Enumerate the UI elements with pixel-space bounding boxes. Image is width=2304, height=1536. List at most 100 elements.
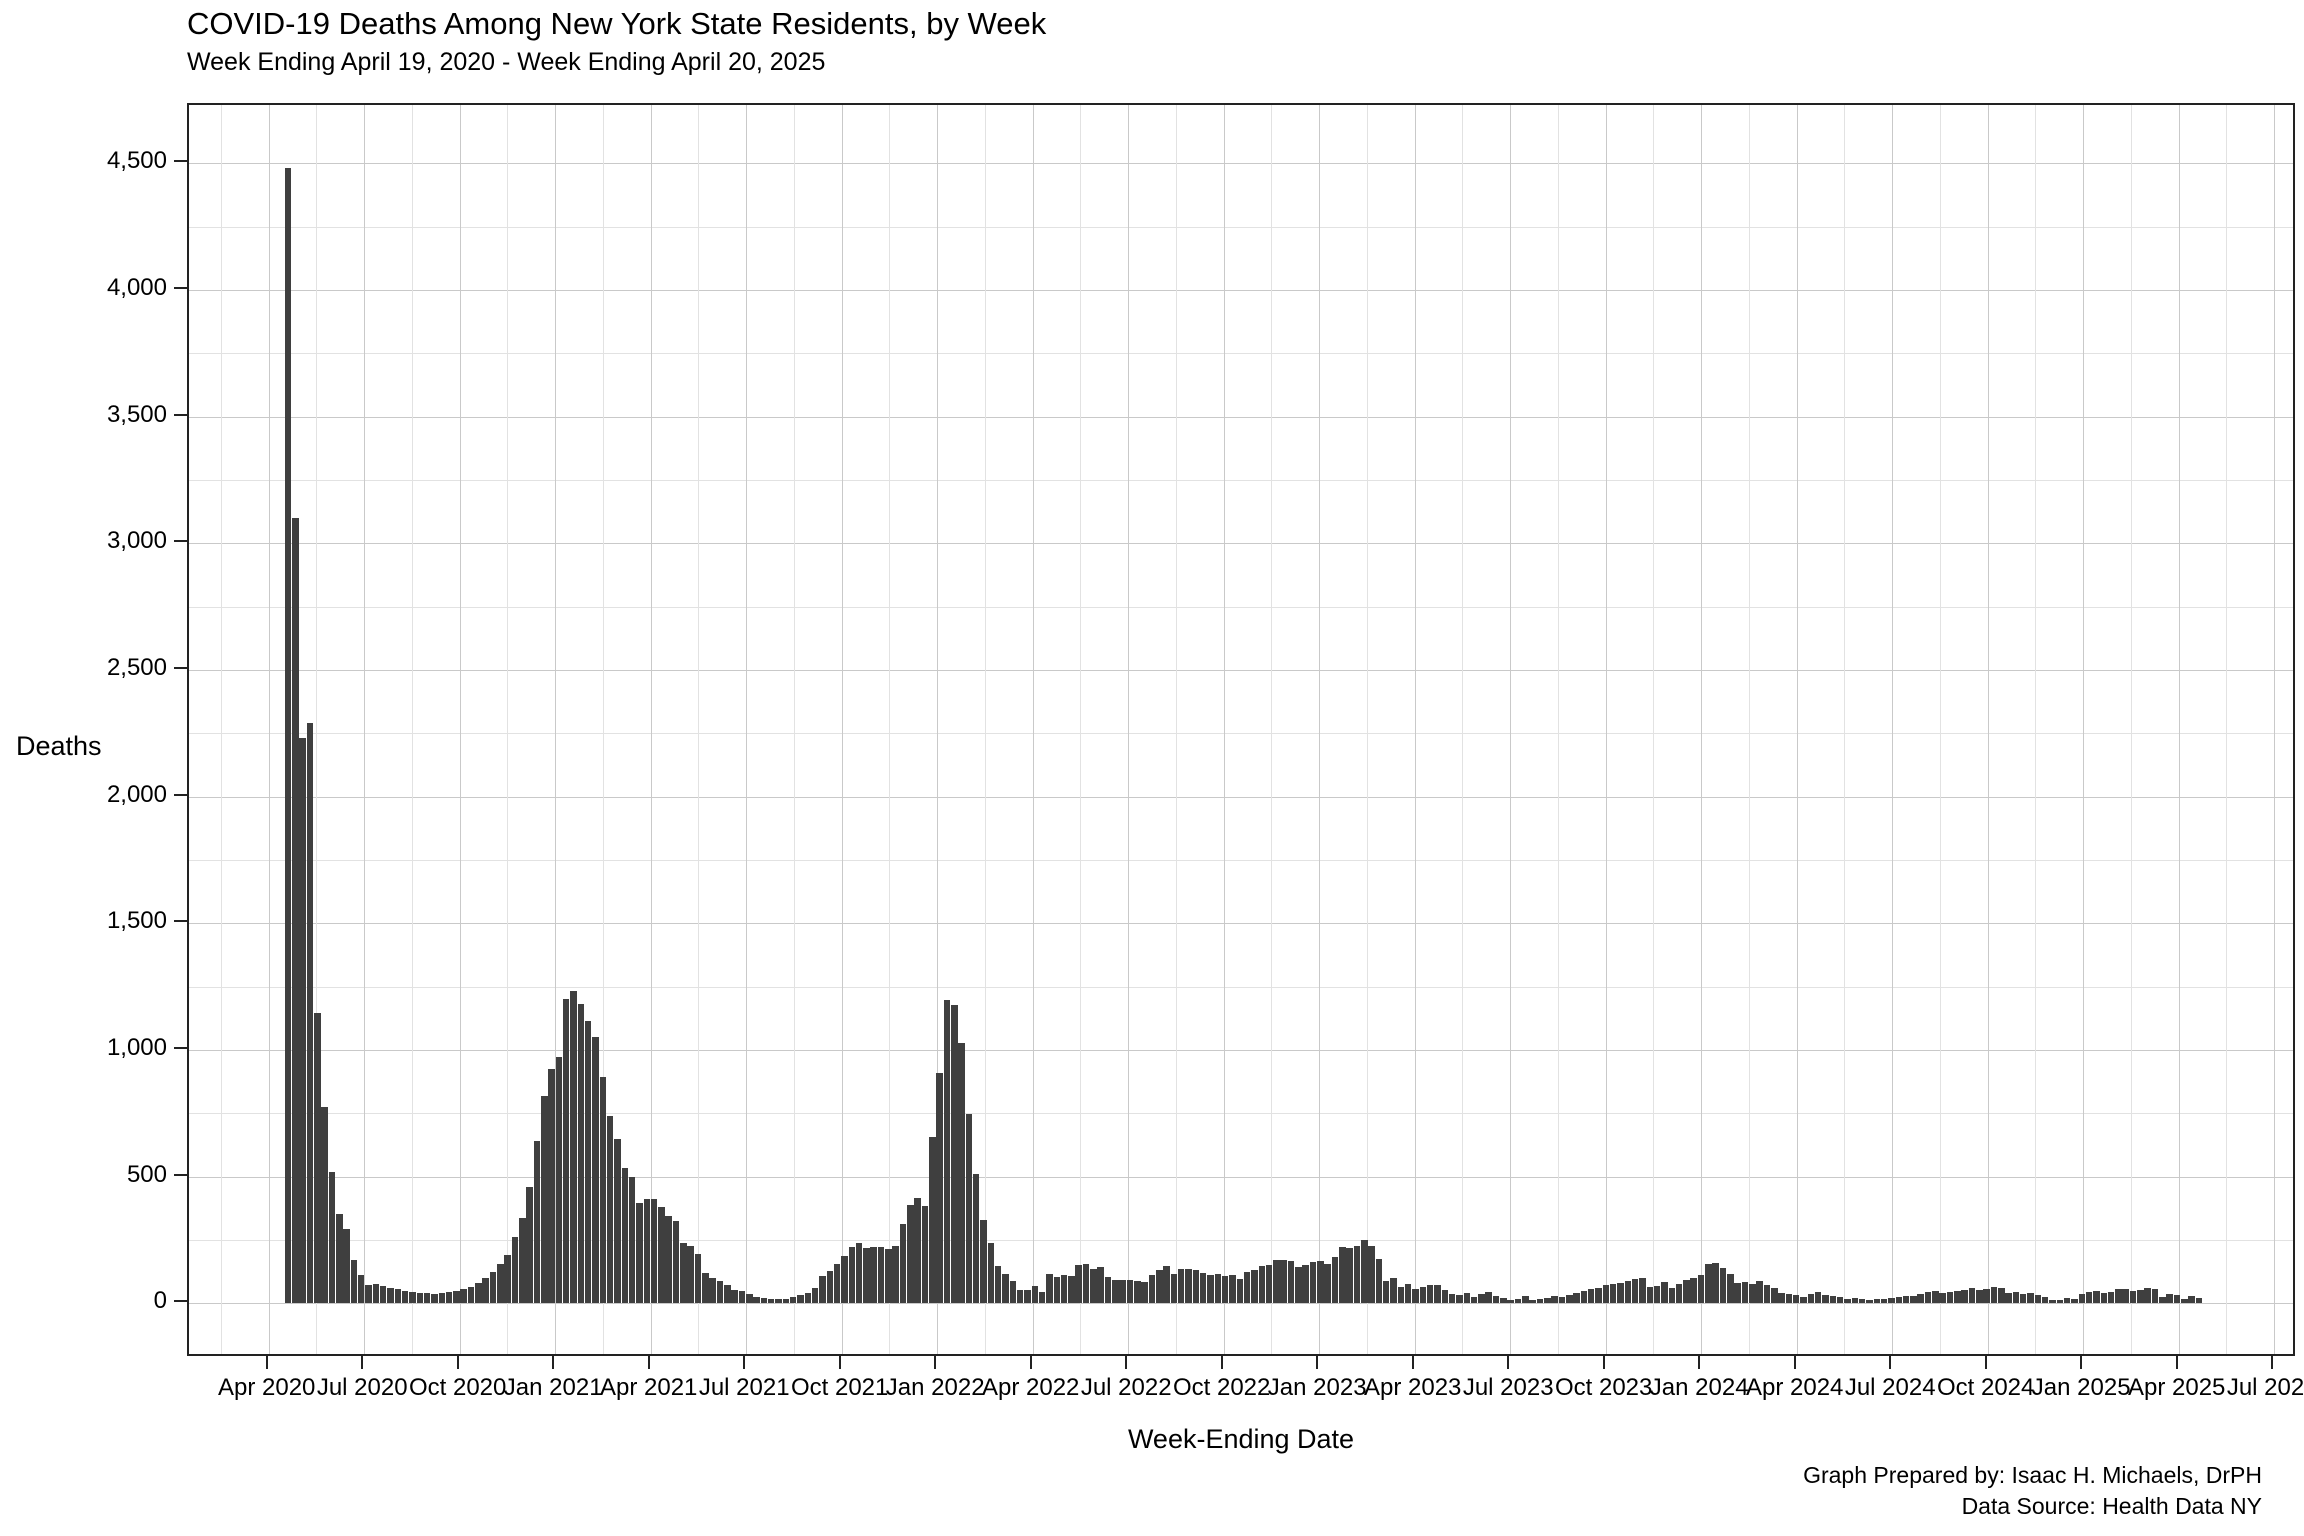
weekly-deaths-bar bbox=[2012, 1291, 2020, 1304]
x-tick-label: Apr 2022 bbox=[981, 1374, 1080, 1401]
weekly-deaths-bar bbox=[1199, 1272, 1207, 1304]
weekly-deaths-bar bbox=[2027, 1292, 2034, 1304]
x-minor-gridline bbox=[1462, 105, 1464, 1354]
weekly-deaths-bar bbox=[343, 1228, 350, 1304]
weekly-deaths-bar bbox=[1968, 1287, 1976, 1304]
weekly-deaths-bar bbox=[1756, 1281, 1763, 1304]
weekly-deaths-bar bbox=[1771, 1288, 1778, 1304]
plot-panel bbox=[187, 103, 2295, 1356]
chart-caption: Graph Prepared by: Isaac H. Michaels, Dr… bbox=[1803, 1460, 2262, 1522]
x-minor-gridline bbox=[2035, 105, 2037, 1354]
weekly-deaths-bar bbox=[643, 1198, 650, 1304]
x-minor-gridline bbox=[1080, 105, 1082, 1354]
weekly-deaths-bar bbox=[555, 1057, 563, 1304]
y-major-gridline bbox=[189, 1176, 2293, 1178]
weekly-deaths-bar bbox=[504, 1255, 511, 1304]
weekly-deaths-bar bbox=[870, 1247, 877, 1304]
x-tick-mark bbox=[2080, 1356, 2083, 1369]
weekly-deaths-bar bbox=[2034, 1295, 2042, 1304]
weekly-deaths-bar bbox=[2100, 1292, 2107, 1304]
weekly-deaths-bar bbox=[1976, 1290, 1983, 1304]
x-tick-label: Apr 2023 bbox=[1363, 1374, 1462, 1401]
weekly-deaths-bar bbox=[1639, 1277, 1646, 1304]
weekly-deaths-bar bbox=[1800, 1296, 1807, 1304]
weekly-deaths-bar bbox=[1507, 1300, 1514, 1304]
weekly-deaths-bar bbox=[863, 1248, 870, 1304]
weekly-deaths-bar bbox=[892, 1246, 899, 1304]
weekly-deaths-bar bbox=[1112, 1279, 1119, 1304]
x-tick-mark bbox=[1793, 1356, 1796, 1369]
weekly-deaths-bar bbox=[936, 1073, 943, 1304]
x-minor-gridline bbox=[2226, 105, 2228, 1354]
weekly-deaths-bar bbox=[606, 1116, 614, 1304]
x-major-gridline bbox=[1796, 105, 1798, 1354]
y-major-gridline bbox=[189, 290, 2293, 292]
weekly-deaths-bar bbox=[1075, 1264, 1082, 1304]
weekly-deaths-bar bbox=[1119, 1280, 1126, 1304]
weekly-deaths-bar bbox=[767, 1298, 775, 1304]
weekly-deaths-bar bbox=[716, 1281, 724, 1304]
y-minor-gridline bbox=[189, 353, 2293, 355]
weekly-deaths-bar bbox=[1902, 1296, 1910, 1304]
weekly-deaths-bar bbox=[1295, 1267, 1302, 1304]
weekly-deaths-bar bbox=[1243, 1271, 1251, 1304]
weekly-deaths-bar bbox=[746, 1294, 753, 1304]
weekly-deaths-bar bbox=[841, 1256, 848, 1304]
weekly-deaths-bar bbox=[1141, 1282, 1148, 1304]
weekly-deaths-bar bbox=[1580, 1290, 1588, 1304]
weekly-deaths-bar bbox=[621, 1167, 629, 1304]
weekly-deaths-bar bbox=[1712, 1262, 1719, 1304]
weekly-deaths-bar bbox=[1229, 1275, 1236, 1304]
x-tick-label: Oct 2023 bbox=[1554, 1374, 1653, 1401]
weekly-deaths-bar bbox=[1207, 1275, 1214, 1304]
x-minor-gridline bbox=[316, 105, 318, 1354]
weekly-deaths-bar bbox=[1814, 1292, 1822, 1304]
weekly-deaths-bar bbox=[1719, 1267, 1727, 1304]
weekly-deaths-bar bbox=[797, 1295, 804, 1304]
x-tick-mark bbox=[1411, 1356, 1414, 1369]
weekly-deaths-bar bbox=[584, 1020, 592, 1304]
x-tick-mark bbox=[1029, 1356, 1032, 1369]
weekly-deaths-bar bbox=[1836, 1296, 1844, 1304]
x-tick-mark bbox=[265, 1356, 268, 1369]
weekly-deaths-bar bbox=[1734, 1283, 1741, 1304]
weekly-deaths-bar bbox=[1749, 1283, 1756, 1304]
weekly-deaths-bar bbox=[445, 1291, 453, 1304]
weekly-deaths-bar bbox=[526, 1187, 533, 1304]
weekly-deaths-bar bbox=[1866, 1299, 1873, 1304]
weekly-deaths-bar bbox=[2129, 1291, 2137, 1304]
weekly-deaths-bar bbox=[1031, 1286, 1039, 1304]
x-major-gridline bbox=[650, 105, 652, 1354]
x-minor-gridline bbox=[793, 105, 795, 1354]
x-tick-label: Jul 2025 bbox=[2226, 1374, 2304, 1401]
weekly-deaths-bar bbox=[1961, 1289, 1968, 1304]
x-tick-label: Oct 2022 bbox=[1172, 1374, 1271, 1401]
weekly-deaths-bar bbox=[1434, 1284, 1441, 1304]
weekly-deaths-bar bbox=[1741, 1281, 1749, 1304]
y-tick-label: 1,000 bbox=[106, 1033, 167, 1061]
x-minor-gridline bbox=[1939, 105, 1941, 1354]
y-tick-mark bbox=[174, 1173, 187, 1176]
weekly-deaths-bar bbox=[2115, 1288, 2122, 1304]
weekly-deaths-bar bbox=[1807, 1294, 1815, 1304]
weekly-deaths-bar bbox=[1932, 1290, 1939, 1304]
x-major-gridline bbox=[1510, 105, 1512, 1354]
x-tick-mark bbox=[1889, 1356, 1892, 1369]
weekly-deaths-bar bbox=[1090, 1269, 1097, 1304]
weekly-deaths-bar bbox=[482, 1277, 489, 1304]
weekly-deaths-bar bbox=[599, 1076, 607, 1304]
weekly-deaths-bar bbox=[738, 1290, 746, 1304]
weekly-deaths-bar bbox=[951, 1004, 958, 1304]
weekly-deaths-bar bbox=[2056, 1299, 2064, 1304]
weekly-deaths-bar bbox=[958, 1042, 965, 1304]
weekly-deaths-bar bbox=[1104, 1276, 1112, 1304]
weekly-deaths-bar bbox=[1053, 1276, 1061, 1304]
weekly-deaths-bar bbox=[350, 1260, 358, 1304]
weekly-deaths-bar bbox=[372, 1284, 380, 1304]
x-major-gridline bbox=[2178, 105, 2180, 1354]
weekly-deaths-bar bbox=[1192, 1270, 1200, 1304]
x-major-gridline bbox=[555, 105, 557, 1354]
y-major-gridline bbox=[189, 1303, 2293, 1305]
x-major-gridline bbox=[1223, 105, 1225, 1354]
weekly-deaths-bar bbox=[994, 1266, 1002, 1304]
